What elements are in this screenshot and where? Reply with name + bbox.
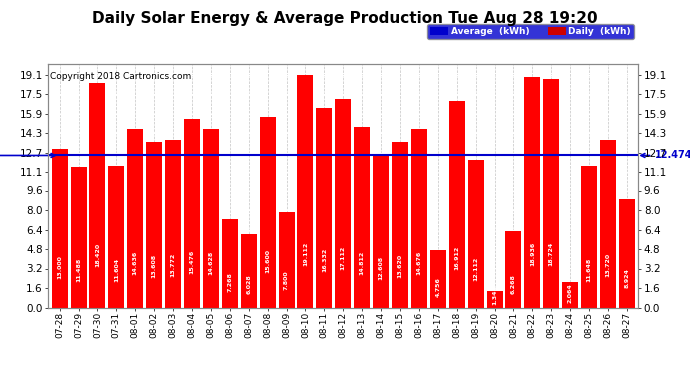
- Bar: [70, 168, 86, 308]
- Text: 14.636: 14.636: [132, 251, 138, 275]
- Bar: [127, 129, 144, 308]
- Bar: [297, 75, 313, 308]
- Bar: [108, 166, 124, 308]
- Bar: [279, 212, 295, 308]
- Text: 11.648: 11.648: [586, 258, 591, 282]
- Bar: [468, 160, 484, 308]
- Text: 18.420: 18.420: [95, 243, 100, 267]
- Bar: [146, 142, 162, 308]
- Bar: [335, 99, 351, 308]
- Text: 4.756: 4.756: [435, 277, 440, 297]
- Text: Daily Solar Energy & Average Production Tue Aug 28 19:20: Daily Solar Energy & Average Production …: [92, 11, 598, 26]
- Bar: [373, 154, 389, 308]
- Bar: [90, 83, 106, 308]
- Bar: [184, 119, 200, 308]
- Text: 7.800: 7.800: [284, 271, 289, 290]
- Text: 7.268: 7.268: [227, 272, 233, 291]
- Text: 17.112: 17.112: [341, 246, 346, 270]
- Text: 13.620: 13.620: [397, 254, 402, 278]
- Text: 13.720: 13.720: [606, 253, 611, 278]
- Text: 2.064: 2.064: [568, 283, 573, 303]
- Text: 12.474: 12.474: [0, 150, 55, 160]
- Bar: [448, 101, 465, 308]
- Text: 15.600: 15.600: [265, 249, 270, 273]
- Text: 14.628: 14.628: [208, 251, 213, 275]
- Text: 18.936: 18.936: [530, 242, 535, 266]
- Text: 12.608: 12.608: [379, 256, 384, 280]
- Bar: [619, 199, 635, 308]
- Bar: [316, 108, 333, 307]
- Text: 6.268: 6.268: [511, 274, 516, 294]
- Bar: [165, 140, 181, 308]
- Text: 19.112: 19.112: [303, 242, 308, 266]
- Legend: Average  (kWh), Daily  (kWh): Average (kWh), Daily (kWh): [428, 24, 633, 39]
- Bar: [241, 234, 257, 308]
- Text: 11.488: 11.488: [76, 258, 81, 282]
- Bar: [505, 231, 522, 308]
- Bar: [203, 129, 219, 308]
- Text: 11.604: 11.604: [114, 258, 119, 282]
- Bar: [543, 79, 560, 308]
- Text: 12.474: 12.474: [641, 150, 690, 160]
- Text: 14.812: 14.812: [359, 251, 365, 275]
- Bar: [430, 249, 446, 308]
- Text: 13.608: 13.608: [152, 254, 157, 278]
- Bar: [562, 282, 578, 308]
- Bar: [524, 77, 540, 308]
- Text: 13.000: 13.000: [57, 255, 62, 279]
- Bar: [581, 165, 597, 308]
- Text: 15.476: 15.476: [190, 249, 195, 273]
- Text: 14.676: 14.676: [416, 251, 422, 275]
- Bar: [221, 219, 238, 308]
- Text: 16.332: 16.332: [322, 248, 327, 272]
- Bar: [486, 291, 502, 308]
- Text: 16.912: 16.912: [454, 246, 460, 270]
- Bar: [354, 127, 371, 308]
- Bar: [392, 141, 408, 308]
- Bar: [411, 129, 427, 308]
- Bar: [259, 117, 276, 308]
- Text: 13.772: 13.772: [170, 253, 175, 277]
- Text: 6.028: 6.028: [246, 274, 251, 294]
- Text: 1.348: 1.348: [492, 285, 497, 304]
- Text: 12.112: 12.112: [473, 256, 478, 281]
- Text: Copyright 2018 Cartronics.com: Copyright 2018 Cartronics.com: [50, 72, 191, 81]
- Text: 8.924: 8.924: [624, 268, 629, 288]
- Bar: [600, 140, 616, 308]
- Bar: [52, 149, 68, 308]
- Text: 18.724: 18.724: [549, 242, 554, 266]
